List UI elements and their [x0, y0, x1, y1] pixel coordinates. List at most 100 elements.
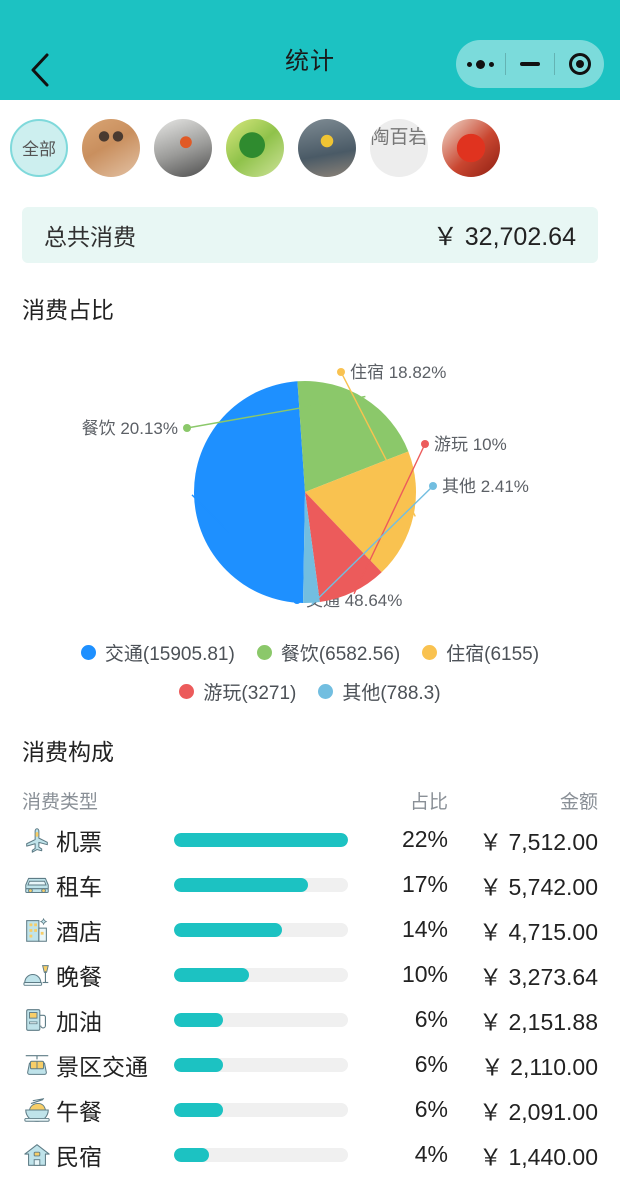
avatar-all[interactable]: 全部	[10, 118, 68, 177]
table-row[interactable]: 加油 6% ￥ 2,151.88	[22, 997, 598, 1042]
progress-fill	[174, 922, 282, 937]
member-filter-strip[interactable]: 全部 陶百岩	[0, 100, 620, 195]
legend-item-住宿[interactable]: 住宿(6155)	[422, 639, 539, 666]
table-row[interactable]: 景区交通 6% ￥ 2,110.00	[22, 1042, 598, 1087]
avatar-taobaiyan[interactable]: 陶百岩	[370, 118, 428, 177]
row-bar-cell	[174, 1057, 364, 1072]
avatar-robot[interactable]	[442, 118, 500, 177]
progress-track	[174, 1147, 348, 1162]
legend-dot-icon	[318, 684, 334, 699]
avatar-dog[interactable]	[82, 118, 140, 177]
progress-fill	[174, 832, 348, 847]
table-header-row: 消费类型 占比 金额	[22, 783, 598, 817]
row-type-label: 民宿	[56, 1143, 102, 1170]
row-percent: 6%	[414, 1096, 448, 1122]
car-icon	[22, 870, 52, 900]
pie-leader-line	[353, 443, 426, 595]
progress-track	[174, 1057, 348, 1072]
pie-section-title: 消费占比	[22, 297, 114, 323]
progress-track	[174, 1012, 348, 1027]
legend-item-游玩[interactable]: 游玩(3271)	[179, 678, 296, 705]
back-button[interactable]	[18, 48, 62, 92]
more-dots-icon	[466, 59, 494, 69]
legend-label: 交通(15905.81)	[104, 644, 235, 665]
table-row[interactable]: 租车 17% ￥ 5,742.00	[22, 862, 598, 907]
pie-label-dot	[183, 424, 191, 432]
total-spend-label: 总共消费	[44, 224, 136, 250]
pie-slice-label-其他: 其他 2.41%	[442, 477, 529, 496]
table-body: 机票 22% ￥ 7,512.00 租车 17% ￥ 5,742.00 酒店 14% ￥ 4,7…	[22, 817, 598, 1177]
legend-label: 游玩(3271)	[203, 683, 297, 704]
legend-dot-icon	[80, 645, 96, 660]
pie-label-dot	[421, 440, 429, 448]
noodle-icon	[22, 1095, 52, 1125]
row-percent: 4%	[414, 1141, 448, 1167]
minimize-icon	[520, 62, 540, 66]
row-percent: 6%	[414, 1051, 448, 1077]
minimize-button[interactable]	[506, 40, 555, 88]
spend-breakdown-table: 消费类型 占比 金额 机票 22% ￥ 7,512.00 租车 17% ￥ 5,742.0…	[22, 783, 598, 1177]
house-icon	[22, 1140, 52, 1170]
table-row[interactable]: 机票 22% ￥ 7,512.00	[22, 817, 598, 862]
avatar-moto[interactable]	[154, 118, 212, 177]
target-circle-icon	[568, 53, 591, 75]
pie-slice-住宿[interactable]	[305, 451, 417, 573]
legend-dot-icon	[256, 645, 272, 660]
row-percent: 10%	[401, 961, 448, 987]
legend-label: 住宿(6155)	[446, 644, 540, 665]
table-row[interactable]: 民宿 4% ￥ 1,440.00	[22, 1132, 598, 1177]
avatar-clover[interactable]	[226, 118, 284, 177]
pie-slice-label-餐饮: 餐饮 20.13%	[82, 419, 178, 438]
table-section-title: 消费构成	[22, 739, 114, 765]
row-amount: ￥ 2,091.00	[479, 1098, 598, 1125]
pie-label-dot	[429, 482, 437, 490]
close-button[interactable]	[555, 40, 604, 88]
more-button[interactable]	[456, 40, 505, 88]
row-bar-cell	[174, 877, 364, 892]
row-amount: ￥ 7,512.00	[479, 828, 598, 855]
row-bar-cell	[174, 832, 364, 847]
table-row[interactable]: 酒店 14% ￥ 4,715.00	[22, 907, 598, 952]
pie-slice-其他[interactable]	[303, 492, 320, 603]
pie-svg: 交通 48.64%餐饮 20.13%住宿 18.82%游玩 10%其他 2.41…	[82, 363, 529, 610]
plane-icon	[22, 825, 52, 855]
row-amount: ￥ 5,742.00	[479, 873, 598, 900]
legend-item-其他[interactable]: 其他(788.3)	[318, 678, 441, 705]
row-bar-cell	[174, 1012, 364, 1027]
row-amount: ￥ 2,110.00	[480, 1053, 598, 1080]
col-header-amount: 金额	[559, 791, 598, 813]
row-percent: 22%	[401, 826, 448, 852]
pie-label-dot	[337, 368, 345, 376]
legend-label: 其他(788.3)	[342, 683, 441, 704]
page-title: 统计	[285, 48, 335, 75]
col-header-percent: 占比	[409, 791, 448, 813]
chevron-left-icon	[29, 52, 51, 88]
row-amount: ￥ 3,273.64	[479, 963, 598, 990]
legend-dot-icon	[422, 645, 438, 660]
pie-slice-交通[interactable]	[193, 381, 305, 603]
avatar-bike[interactable]	[298, 118, 356, 177]
app-header: 统计	[0, 0, 620, 100]
row-bar-cell	[174, 967, 364, 982]
row-type-label: 租车	[56, 873, 102, 900]
pie-slice-餐饮[interactable]	[297, 381, 409, 492]
cablecar-icon	[22, 1050, 52, 1080]
row-type-label: 机票	[56, 828, 102, 855]
pie-slice-label-游玩: 游玩 10%	[434, 435, 507, 454]
legend-item-交通[interactable]: 交通(15905.81)	[80, 639, 235, 666]
row-type-label: 加油	[56, 1008, 102, 1035]
row-type-label: 酒店	[56, 918, 102, 945]
pie-leader-line	[191, 494, 298, 601]
hotel-icon	[22, 915, 52, 945]
progress-fill	[174, 877, 308, 892]
table-row[interactable]: 晚餐 10% ￥ 3,273.64	[22, 952, 598, 997]
row-amount: ￥ 1,440.00	[479, 1143, 598, 1170]
legend-item-餐饮[interactable]: 餐饮(6582.56)	[256, 639, 400, 666]
row-bar-cell	[174, 1147, 364, 1162]
progress-track	[174, 832, 348, 847]
row-percent: 17%	[401, 871, 448, 897]
table-row[interactable]: 午餐 6% ￥ 2,091.00	[22, 1087, 598, 1132]
dinner-icon	[22, 960, 52, 990]
pie-label-dot	[293, 596, 301, 604]
row-amount: ￥ 2,151.88	[479, 1008, 598, 1035]
